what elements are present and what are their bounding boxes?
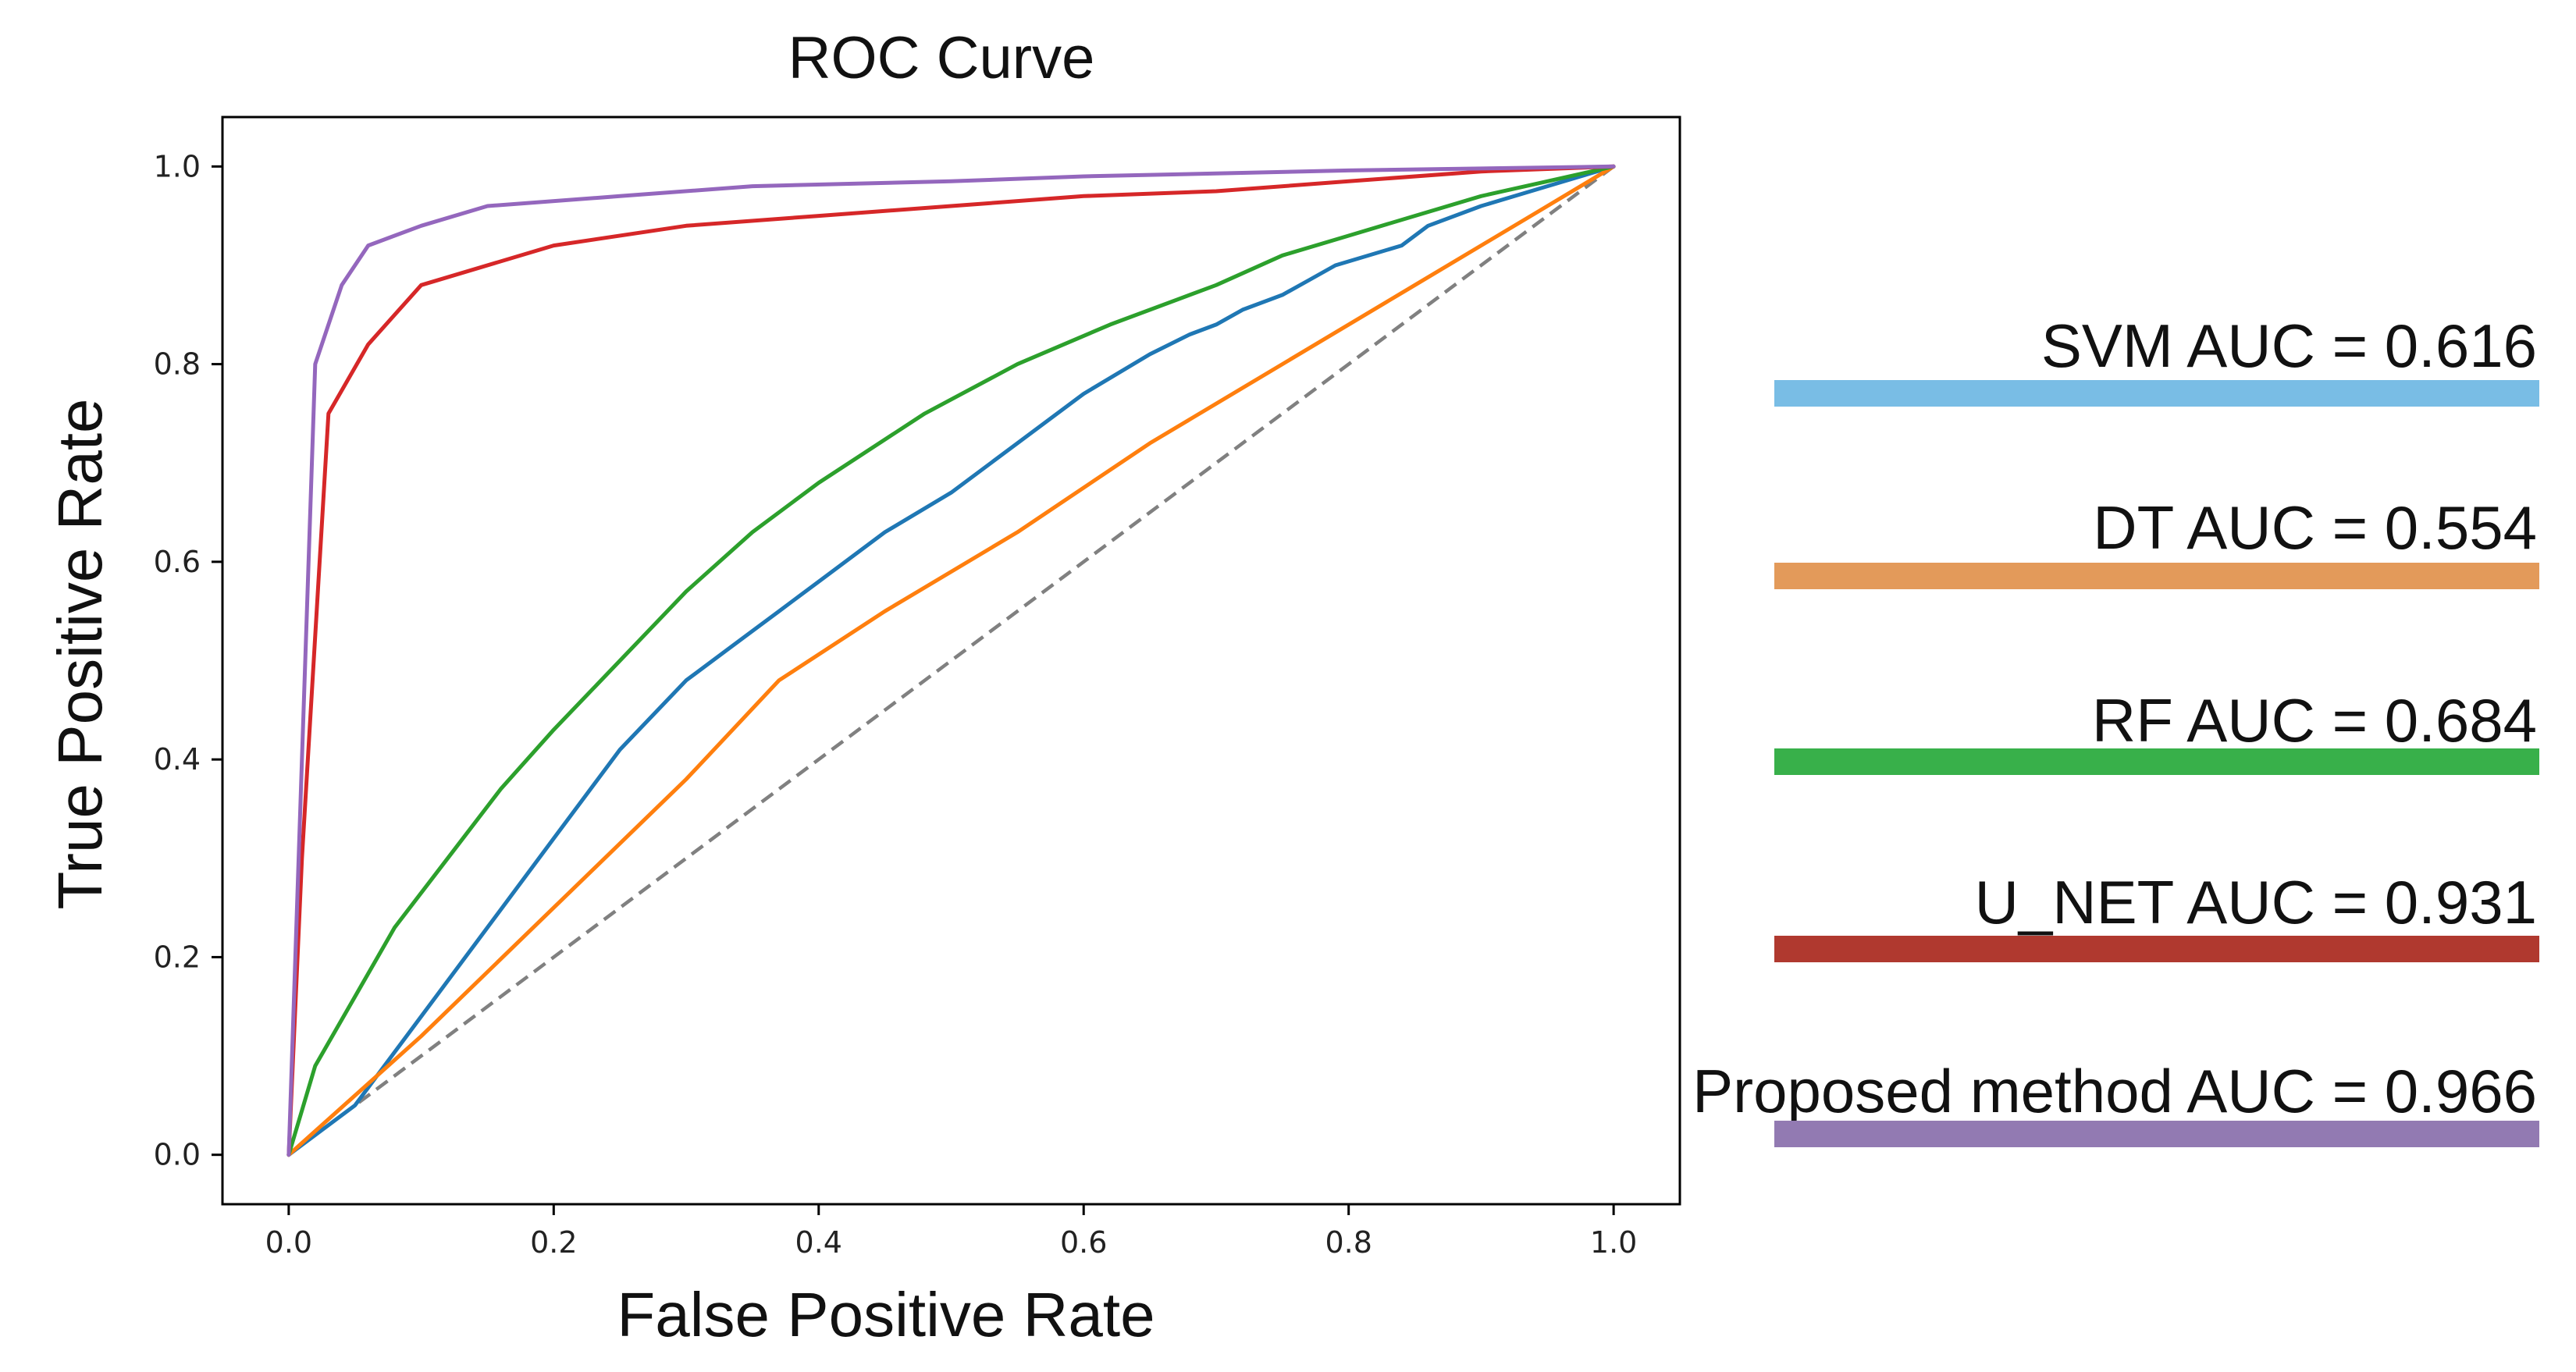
chart-title: ROC Curve	[788, 25, 1095, 91]
y-tick-label: 1.0	[154, 149, 201, 183]
x-tick-label: 1.0	[1590, 1225, 1637, 1260]
legend-label-proposed-method: Proposed method AUC = 0.966	[1692, 1057, 2537, 1125]
x-tick-label: 0.2	[530, 1225, 577, 1260]
x-tick-label: 0.4	[795, 1225, 842, 1260]
y-tick-label: 0.8	[154, 347, 201, 382]
y-tick-label: 0.0	[154, 1138, 201, 1172]
y-tick-label: 0.4	[154, 742, 201, 777]
legend-swatch-proposed-method	[1774, 1121, 2539, 1147]
x-axis-label: False Positive Rate	[617, 1280, 1155, 1349]
legend-label-svm: SVM AUC = 0.616	[2041, 311, 2537, 380]
legend-swatch-dt	[1774, 563, 2539, 589]
legend-swatch-rf	[1774, 748, 2539, 775]
legend-swatch-u-net	[1774, 936, 2539, 962]
y-axis-label: True Positive Rate	[45, 398, 115, 909]
x-tick-label: 0.8	[1325, 1225, 1372, 1260]
legend-swatch-svm	[1774, 380, 2539, 407]
y-tick-label: 0.2	[154, 940, 201, 974]
x-tick-label: 0.0	[265, 1225, 312, 1260]
legend-label-dt: DT AUC = 0.554	[2093, 493, 2537, 562]
legend-label-u-net: U_NET AUC = 0.931	[1975, 868, 2537, 937]
roc-chart: ROC Curve 0.0 0.2 0.4 0.6 0.8 1.0 0.0 0.2 0.4 0.6…	[0, 0, 2576, 1372]
legend-label-rf: RF AUC = 0.684	[2092, 686, 2537, 755]
y-tick-label: 0.6	[154, 545, 201, 579]
x-tick-label: 0.6	[1060, 1225, 1107, 1260]
